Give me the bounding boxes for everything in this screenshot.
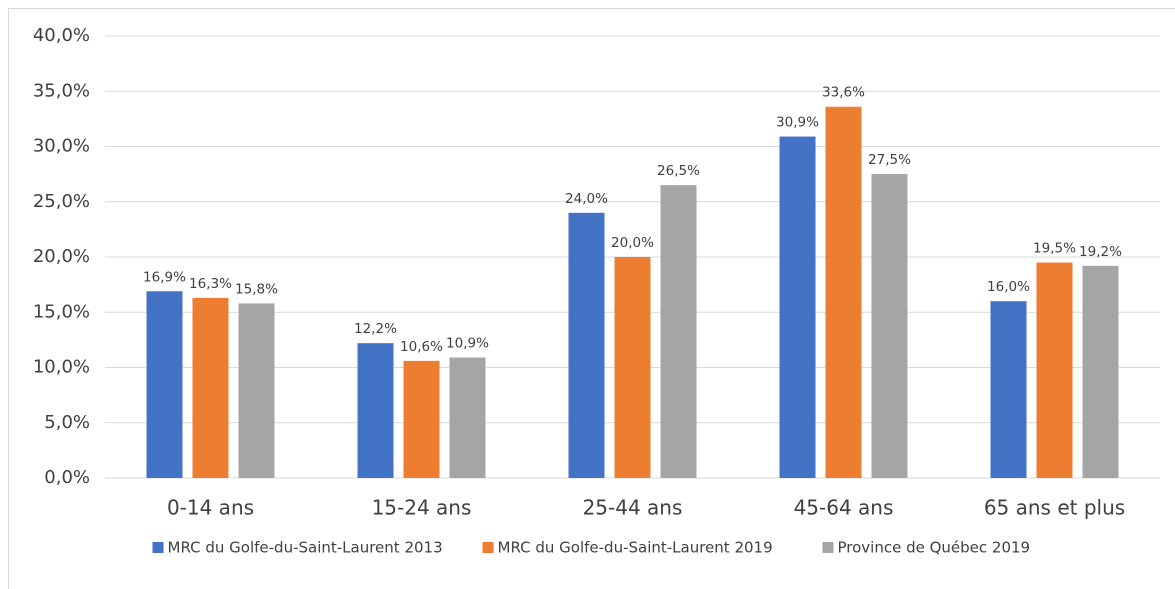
value-label: 12,2% (354, 321, 397, 337)
bar (990, 301, 1027, 478)
value-label: 15,8% (235, 281, 278, 297)
bar (1036, 262, 1073, 478)
y-tick-label: 25,0% (33, 191, 90, 212)
value-label: 19,2% (1079, 244, 1122, 260)
legend-swatch (482, 542, 494, 553)
bar (146, 291, 183, 478)
value-label: 19,5% (1033, 241, 1076, 257)
bar (779, 136, 816, 478)
value-label: 27,5% (868, 152, 911, 168)
legend-label: MRC du Golfe-du-Saint-Laurent 2019 (498, 539, 773, 557)
legend-label: Province de Québec 2019 (838, 539, 1031, 557)
bar (1082, 265, 1119, 478)
x-tick-label: 0-14 ans (167, 496, 254, 520)
chart-border (8, 8, 1175, 589)
x-tick-label: 15-24 ans (372, 496, 472, 520)
value-label: 16,3% (189, 276, 232, 292)
bar (871, 174, 908, 478)
value-label: 10,9% (446, 336, 489, 352)
bar (449, 357, 486, 478)
y-tick-label: 40,0% (33, 25, 90, 46)
value-label: 24,0% (565, 191, 608, 207)
bar (568, 212, 605, 479)
bar (357, 343, 394, 478)
value-label: 16,0% (987, 279, 1030, 295)
y-tick-label: 5,0% (44, 412, 90, 433)
value-label: 16,9% (143, 269, 186, 285)
legend-label: MRC du Golfe-du-Saint-Laurent 2013 (168, 539, 443, 557)
y-tick-label: 20,0% (33, 246, 90, 267)
legend-swatch (152, 542, 164, 553)
y-tick-label: 10,0% (33, 357, 90, 378)
y-tick-label: 15,0% (33, 301, 90, 322)
bar (660, 185, 697, 479)
legend-swatch (822, 542, 834, 553)
y-tick-label: 30,0% (33, 136, 90, 157)
bar (403, 360, 440, 478)
value-label: 10,6% (400, 339, 443, 355)
value-label: 26,5% (657, 163, 700, 179)
value-label: 33,6% (822, 85, 865, 101)
x-tick-label: 25-44 ans (583, 496, 683, 520)
x-tick-label: 45-64 ans (794, 496, 894, 520)
bar (614, 257, 651, 478)
x-tick-label: 65 ans et plus (984, 496, 1125, 520)
value-label: 30,9% (776, 115, 819, 131)
y-tick-label: 0,0% (44, 467, 90, 488)
value-label: 20,0% (611, 235, 654, 251)
y-tick-label: 35,0% (33, 80, 90, 101)
bar (192, 297, 229, 478)
bar (825, 106, 862, 478)
bar (238, 303, 275, 478)
